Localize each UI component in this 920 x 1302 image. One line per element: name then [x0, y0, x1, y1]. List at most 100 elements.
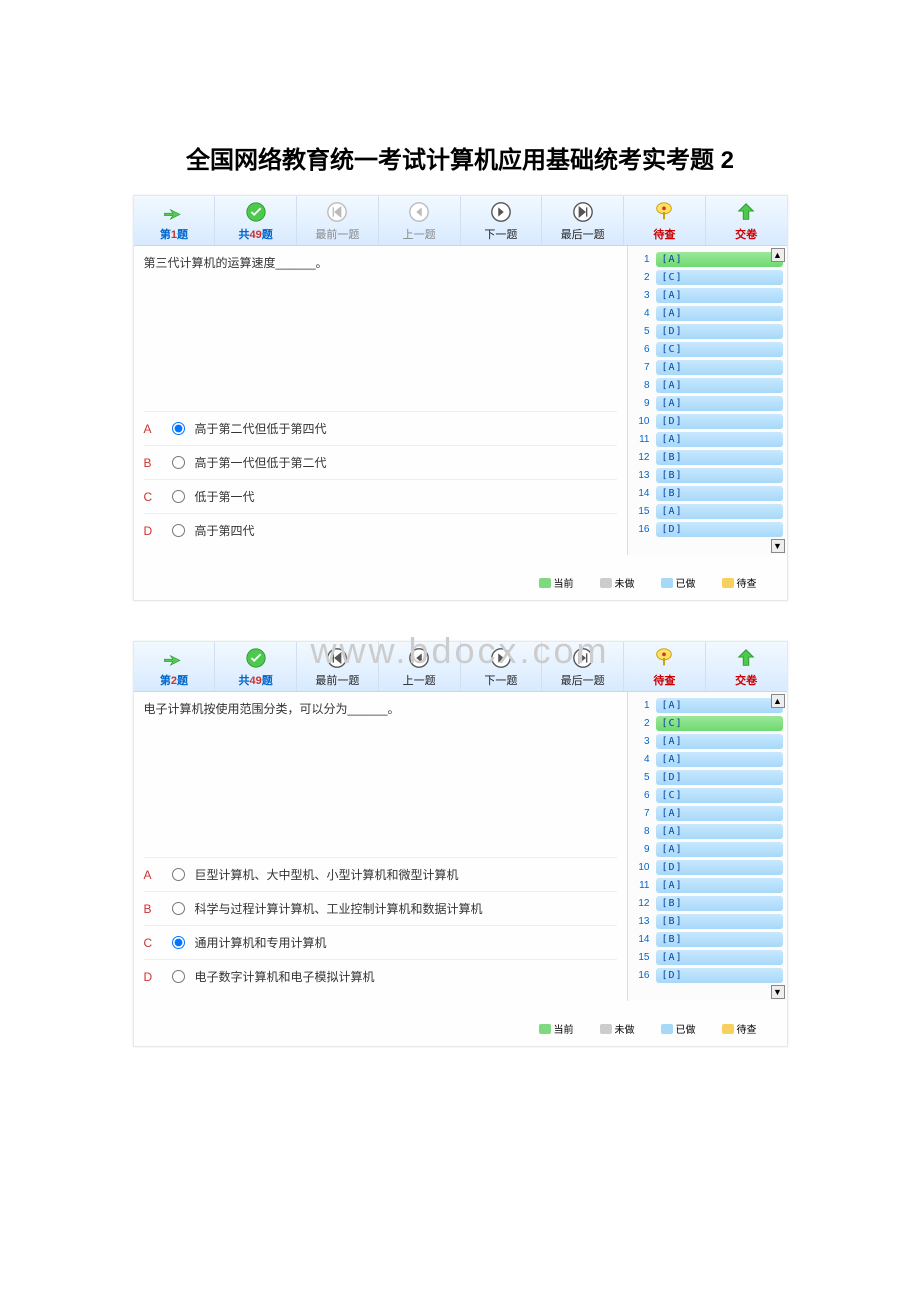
answer-row[interactable]: 1 [ A ]	[628, 250, 787, 268]
scroll-up-button[interactable]: ▲	[771, 248, 785, 262]
answer-chip: [ A ]	[656, 252, 783, 267]
answer-row[interactable]: 2 [ C ]	[628, 714, 787, 732]
legend-flagged: 待查	[722, 1021, 777, 1036]
answer-row[interactable]: 14 [ B ]	[628, 484, 787, 502]
next-icon	[489, 646, 513, 670]
answer-number: 16	[632, 970, 650, 981]
answer-row[interactable]: 6 [ C ]	[628, 786, 787, 804]
option-radio[interactable]	[172, 970, 185, 983]
answer-row[interactable]: 5 [ D ]	[628, 322, 787, 340]
answer-chip: [ A ]	[656, 878, 783, 893]
prev-icon	[407, 200, 431, 224]
answer-row[interactable]: 8 [ A ]	[628, 376, 787, 394]
answer-number: 1	[632, 700, 650, 711]
first-button[interactable]: 最前一题	[297, 642, 379, 691]
scroll-down-button[interactable]: ▼	[771, 985, 785, 999]
last-button[interactable]: 最后一题	[542, 196, 624, 245]
answer-list: ▲ 1 [ A ] 2 [ C ] 3 [ A ] 4 [ A ] 5 [ D …	[628, 246, 787, 555]
answer-number: 14	[632, 934, 650, 945]
answer-row[interactable]: 3 [ A ]	[628, 732, 787, 750]
answer-row[interactable]: 10 [ D ]	[628, 412, 787, 430]
flag-button[interactable]: 待查	[624, 196, 706, 245]
answer-row[interactable]: 3 [ A ]	[628, 286, 787, 304]
answer-row[interactable]: 9 [ A ]	[628, 394, 787, 412]
answer-row[interactable]: 11 [ A ]	[628, 876, 787, 894]
prev-button[interactable]: 上一题	[379, 642, 461, 691]
answer-row[interactable]: 5 [ D ]	[628, 768, 787, 786]
now-label: 第2题	[160, 672, 188, 688]
submit-button[interactable]: 交卷	[706, 196, 787, 245]
scroll-down-button[interactable]: ▼	[771, 539, 785, 553]
answer-row[interactable]: 4 [ A ]	[628, 304, 787, 322]
option-radio[interactable]	[172, 524, 185, 537]
answer-row[interactable]: 8 [ A ]	[628, 822, 787, 840]
answer-number: 9	[632, 844, 650, 855]
answer-chip: [ A ]	[656, 432, 783, 447]
answer-row[interactable]: 16 [ D ]	[628, 966, 787, 984]
option-radio[interactable]	[172, 422, 185, 435]
next-icon	[489, 200, 513, 224]
answer-row[interactable]: 10 [ D ]	[628, 858, 787, 876]
option-row[interactable]: B 高于第一代但低于第二代	[144, 445, 617, 479]
answer-row[interactable]: 7 [ A ]	[628, 358, 787, 376]
answer-row[interactable]: 16 [ D ]	[628, 520, 787, 538]
all-button[interactable]: 共49题	[215, 642, 297, 691]
answer-number: 6	[632, 790, 650, 801]
first-label: 最前一题	[315, 672, 359, 688]
all-button[interactable]: 共49题	[215, 196, 297, 245]
flag-icon	[652, 646, 676, 670]
next-label: 下一题	[484, 226, 517, 242]
answer-row[interactable]: 13 [ B ]	[628, 466, 787, 484]
option-row[interactable]: C 低于第一代	[144, 479, 617, 513]
all-icon	[244, 200, 268, 224]
answer-row[interactable]: 4 [ A ]	[628, 750, 787, 768]
answer-row[interactable]: 15 [ A ]	[628, 948, 787, 966]
option-radio[interactable]	[172, 902, 185, 915]
first-button: 最前一题	[297, 196, 379, 245]
next-button[interactable]: 下一题	[461, 196, 543, 245]
answer-row[interactable]: 12 [ B ]	[628, 448, 787, 466]
option-radio[interactable]	[172, 936, 185, 949]
legend: 当前 未做 已做 待查	[134, 555, 787, 600]
option-radio[interactable]	[172, 868, 185, 881]
option-row[interactable]: A 高于第二代但低于第四代	[144, 411, 617, 445]
option-letter: C	[144, 490, 162, 504]
flag-label: 待查	[653, 226, 675, 242]
answer-row[interactable]: 13 [ B ]	[628, 912, 787, 930]
answer-number: 13	[632, 470, 650, 481]
option-text: 高于第一代但低于第二代	[195, 454, 327, 471]
option-radio[interactable]	[172, 456, 185, 469]
answer-number: 9	[632, 398, 650, 409]
next-button[interactable]: 下一题	[461, 642, 543, 691]
scroll-up-button[interactable]: ▲	[771, 694, 785, 708]
answer-chip: [ A ]	[656, 396, 783, 411]
submit-button[interactable]: 交卷	[706, 642, 787, 691]
answer-row[interactable]: 15 [ A ]	[628, 502, 787, 520]
now-button[interactable]: 第1题	[134, 196, 216, 245]
option-row[interactable]: A 巨型计算机、大中型机、小型计算机和微型计算机	[144, 857, 617, 891]
answer-row[interactable]: 2 [ C ]	[628, 268, 787, 286]
answer-chip: [ B ]	[656, 450, 783, 465]
answer-row[interactable]: 9 [ A ]	[628, 840, 787, 858]
toolbar: 第2题 共49题 最前一题 上一题 下一题 最后一题 待查 交卷	[134, 642, 787, 692]
option-letter: D	[144, 524, 162, 538]
answer-row[interactable]: 12 [ B ]	[628, 894, 787, 912]
last-label: 最后一题	[561, 672, 605, 688]
last-button[interactable]: 最后一题	[542, 642, 624, 691]
answer-row[interactable]: 11 [ A ]	[628, 430, 787, 448]
answer-list: ▲ 1 [ A ] 2 [ C ] 3 [ A ] 4 [ A ] 5 [ D …	[628, 692, 787, 1001]
answer-row[interactable]: 1 [ A ]	[628, 696, 787, 714]
answer-row[interactable]: 14 [ B ]	[628, 930, 787, 948]
option-row[interactable]: D 电子数字计算机和电子模拟计算机	[144, 959, 617, 993]
option-row[interactable]: D 高于第四代	[144, 513, 617, 547]
answer-row[interactable]: 7 [ A ]	[628, 804, 787, 822]
prev-icon	[407, 646, 431, 670]
option-row[interactable]: B 科学与过程计算计算机、工业控制计算机和数据计算机	[144, 891, 617, 925]
answer-row[interactable]: 6 [ C ]	[628, 340, 787, 358]
flag-button[interactable]: 待查	[624, 642, 706, 691]
option-row[interactable]: C 通用计算机和专用计算机	[144, 925, 617, 959]
now-button[interactable]: 第2题	[134, 642, 216, 691]
question-area: 电子计算机按使用范围分类，可以分为______。 A 巨型计算机、大中型机、小型…	[134, 692, 627, 1001]
option-radio[interactable]	[172, 490, 185, 503]
answer-number: 7	[632, 362, 650, 373]
